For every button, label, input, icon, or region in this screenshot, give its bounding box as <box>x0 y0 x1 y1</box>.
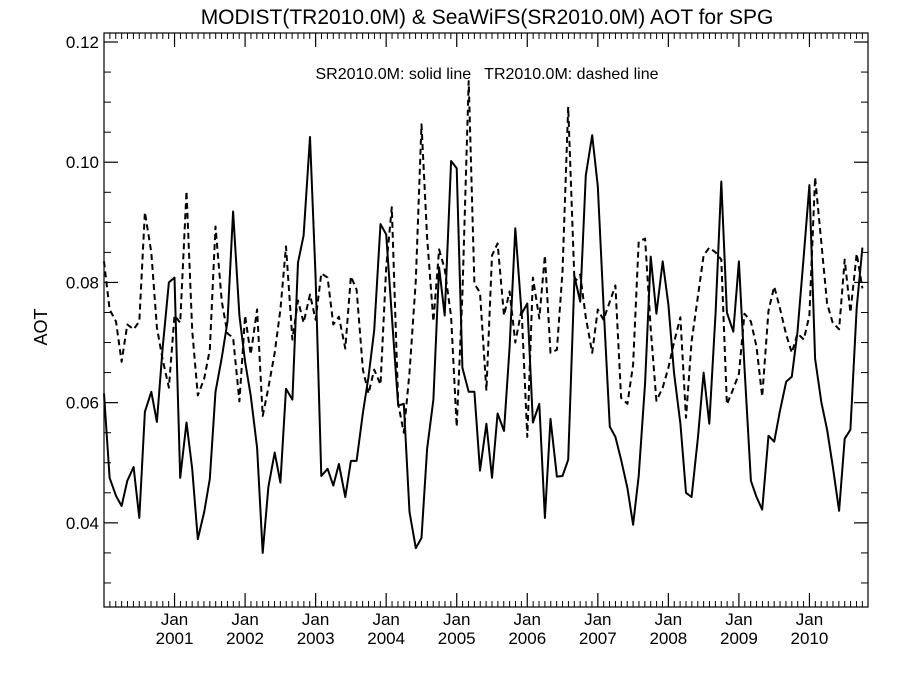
x-tick-year: 2004 <box>367 629 405 648</box>
x-tick-year: 2010 <box>791 629 829 648</box>
x-tick-month: Jan <box>584 610 611 629</box>
x-tick-year: 2003 <box>297 629 335 648</box>
x-tick-month: Jan <box>725 610 752 629</box>
y-tick-label: 0.10 <box>66 153 99 172</box>
y-tick-label: 0.08 <box>66 273 99 292</box>
chart-title: MODIST(TR2010.0M) & SeaWiFS(SR2010.0M) A… <box>201 6 774 29</box>
x-tick-month: Jan <box>231 610 258 629</box>
y-tick-label: 0.04 <box>66 514 99 533</box>
y-axis-label: AOT <box>31 308 51 345</box>
x-tick-month: Jan <box>443 610 470 629</box>
axis-ticks: 0.040.060.080.100.12Jan2001Jan2002Jan200… <box>66 33 868 648</box>
x-tick-year: 2006 <box>508 629 546 648</box>
x-tick-month: Jan <box>796 610 823 629</box>
x-tick-month: Jan <box>302 610 329 629</box>
series-line-tr2010-0m <box>103 80 864 438</box>
x-tick-year: 2007 <box>579 629 617 648</box>
line-style-annotation: SR2010.0M: solid line TR2010.0M: dashed … <box>315 66 658 83</box>
x-tick-month: Jan <box>161 610 188 629</box>
y-tick-label: 0.06 <box>66 394 99 413</box>
x-tick-year: 2005 <box>438 629 476 648</box>
x-tick-month: Jan <box>372 610 399 629</box>
x-tick-year: 2001 <box>156 629 194 648</box>
series-line-sr2010-0m <box>103 134 864 554</box>
y-tick-label: 0.12 <box>66 33 99 52</box>
x-tick-month: Jan <box>514 610 541 629</box>
x-tick-year: 2002 <box>226 629 264 648</box>
series-lines <box>103 80 864 554</box>
x-tick-year: 2009 <box>720 629 758 648</box>
x-tick-month: Jan <box>655 610 682 629</box>
plot-frame <box>103 32 869 608</box>
x-tick-year: 2008 <box>649 629 687 648</box>
